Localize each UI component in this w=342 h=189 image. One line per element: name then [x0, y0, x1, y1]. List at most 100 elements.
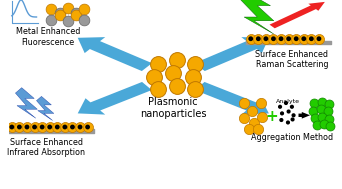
Point	[293, 37, 299, 40]
Point	[278, 37, 284, 40]
Point	[39, 125, 45, 129]
Point	[151, 75, 156, 78]
Point	[327, 118, 332, 121]
Point	[156, 63, 161, 66]
Point	[251, 121, 257, 124]
Point	[263, 37, 268, 40]
Point	[291, 114, 296, 117]
Polygon shape	[78, 82, 152, 115]
Point	[316, 37, 322, 40]
Point	[312, 117, 318, 120]
Point	[70, 125, 75, 129]
Point	[308, 37, 314, 40]
Point	[258, 101, 263, 105]
Point	[174, 58, 179, 61]
Point	[17, 125, 22, 129]
Point	[32, 125, 37, 129]
Point	[314, 124, 319, 127]
Point	[82, 18, 87, 21]
Point	[326, 110, 331, 113]
Point	[47, 125, 52, 129]
Point	[57, 12, 62, 15]
Point	[259, 115, 264, 118]
Point	[57, 14, 62, 17]
Text: Metal Enhanced
Fluorescence: Metal Enhanced Fluorescence	[16, 27, 80, 47]
Text: +: +	[266, 109, 278, 124]
Point	[55, 125, 60, 129]
Point	[192, 63, 197, 66]
Point	[156, 87, 161, 90]
Point	[279, 112, 285, 115]
Point	[327, 103, 332, 106]
Point	[311, 109, 316, 112]
Point	[73, 12, 79, 15]
Point	[49, 7, 54, 10]
Text: Analyte: Analyte	[276, 99, 300, 104]
Point	[285, 121, 291, 124]
Point	[174, 84, 179, 88]
Text: Aggregation Method: Aggregation Method	[251, 133, 333, 142]
Point	[241, 117, 247, 120]
Point	[190, 75, 196, 78]
Point	[301, 37, 306, 40]
Point	[171, 71, 176, 74]
Point	[286, 37, 291, 40]
Point	[250, 109, 255, 112]
Point	[278, 37, 284, 40]
Polygon shape	[241, 0, 274, 34]
Point	[192, 87, 197, 90]
Point	[62, 125, 68, 129]
Point	[271, 37, 276, 40]
Point	[286, 37, 291, 40]
Polygon shape	[269, 2, 325, 28]
Point	[77, 125, 83, 129]
Point	[241, 101, 247, 105]
Point	[255, 37, 261, 40]
Point	[312, 101, 317, 105]
Point	[319, 115, 325, 118]
Point	[327, 124, 333, 127]
Point	[70, 125, 75, 129]
Text: Plasmonic
nanoparticles: Plasmonic nanoparticles	[140, 97, 207, 119]
Point	[286, 110, 291, 113]
Point	[248, 37, 253, 40]
Point	[55, 125, 60, 129]
Point	[77, 125, 83, 129]
Point	[283, 101, 289, 105]
Polygon shape	[299, 112, 310, 119]
Point	[47, 125, 52, 129]
Point	[65, 19, 70, 22]
Polygon shape	[15, 88, 37, 118]
Point	[308, 37, 314, 40]
Point	[24, 125, 30, 129]
Point	[248, 37, 253, 40]
Text: Surface Enhanced
Raman Scattering: Surface Enhanced Raman Scattering	[255, 50, 328, 70]
Point	[49, 18, 54, 21]
Text: Surface Enhanced
Infrared Absorption: Surface Enhanced Infrared Absorption	[8, 138, 86, 157]
Point	[255, 127, 261, 130]
Point	[82, 7, 87, 10]
Point	[65, 6, 70, 9]
Polygon shape	[195, 82, 269, 115]
Point	[62, 125, 68, 129]
Point	[39, 125, 45, 129]
Polygon shape	[78, 37, 152, 71]
Point	[271, 37, 276, 40]
Point	[17, 125, 22, 129]
Polygon shape	[37, 96, 54, 121]
Polygon shape	[195, 37, 269, 71]
Point	[246, 128, 252, 131]
Point	[293, 37, 299, 40]
Point	[301, 37, 306, 40]
Point	[279, 119, 284, 122]
Point	[263, 37, 268, 40]
Point	[85, 125, 90, 129]
Point	[85, 125, 90, 129]
Point	[32, 125, 37, 129]
Point	[289, 105, 295, 108]
Point	[9, 125, 15, 129]
Point	[73, 14, 79, 17]
Point	[277, 105, 283, 108]
Point	[316, 37, 322, 40]
Point	[9, 125, 15, 129]
